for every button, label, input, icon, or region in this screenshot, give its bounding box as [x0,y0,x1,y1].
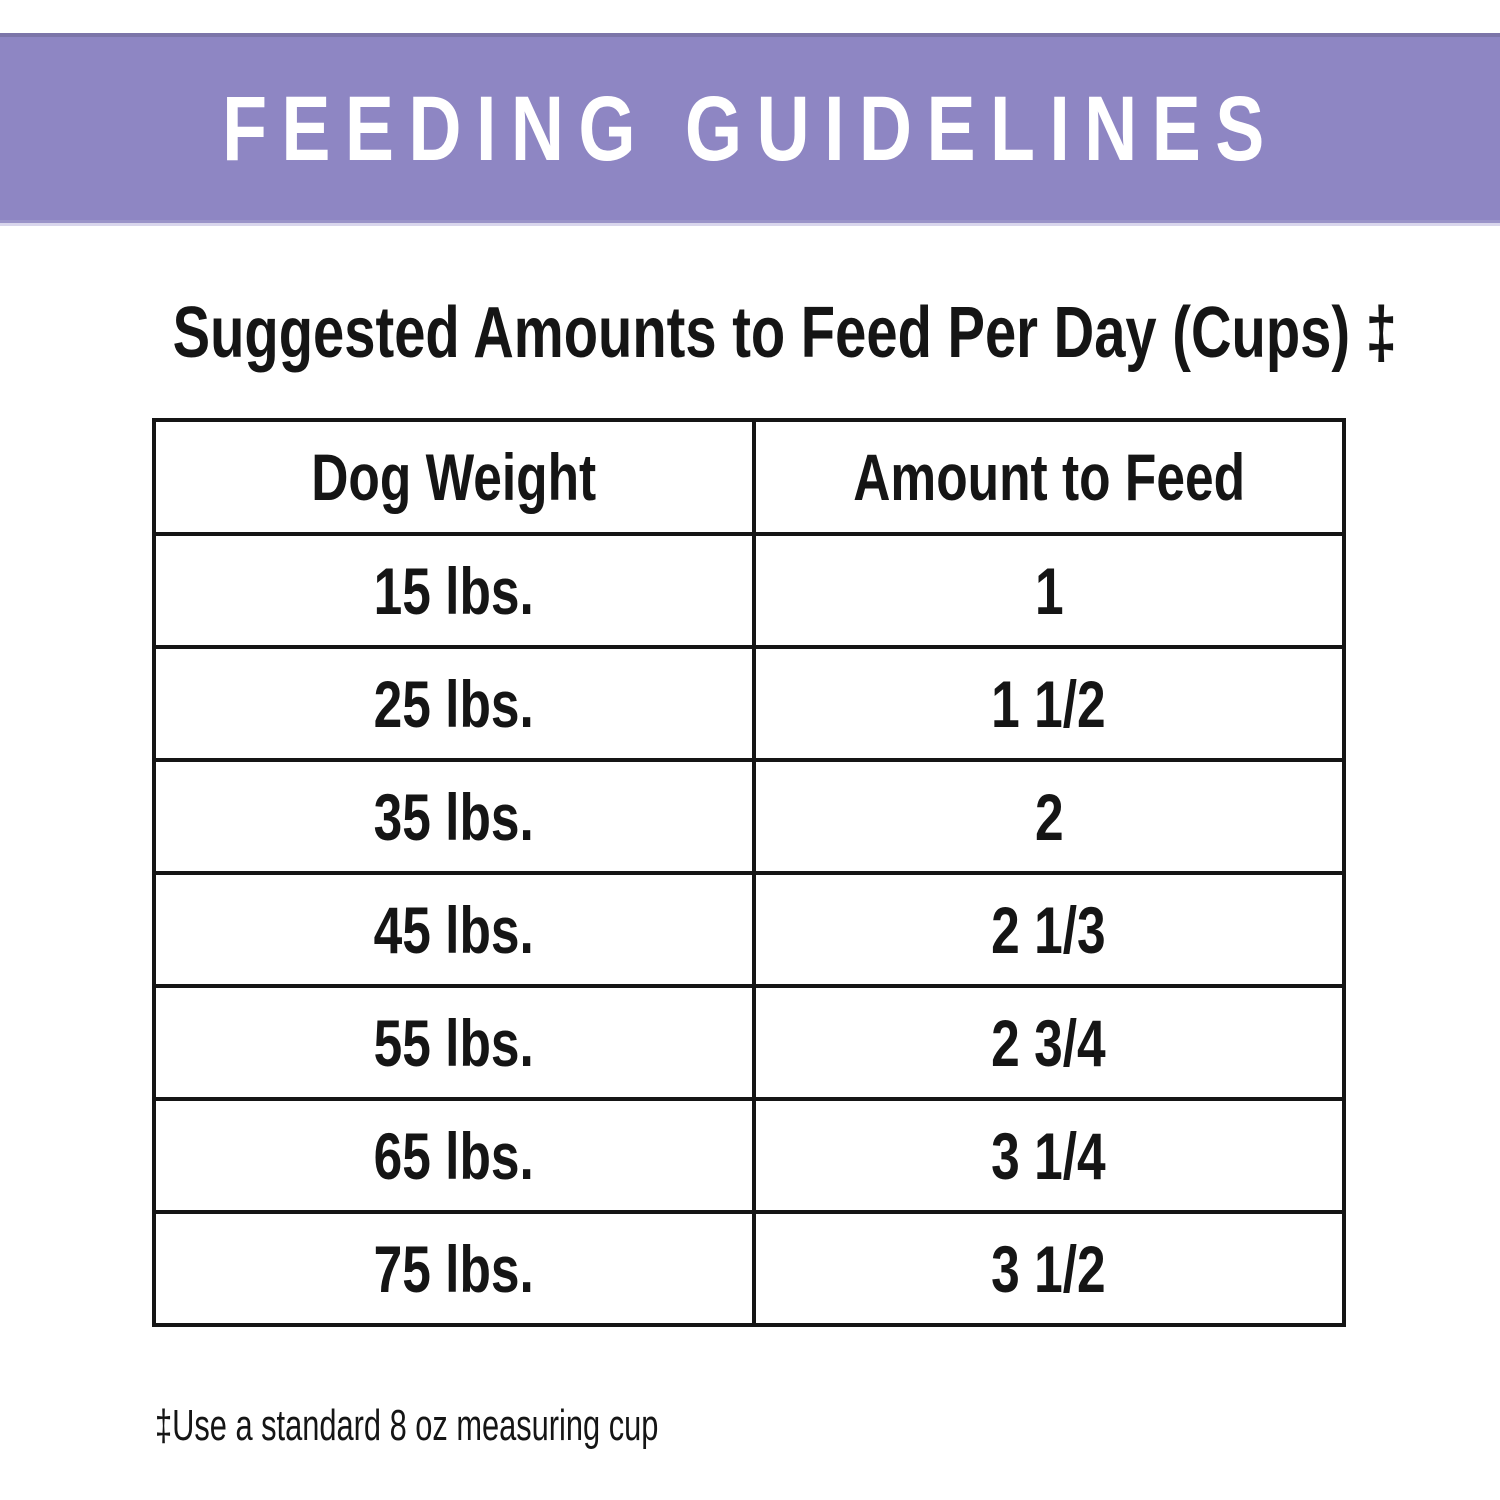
measuring-cup-footnote: ‡Use a standard 8 oz measuring cup [155,1401,659,1450]
cell-dog-weight: 65 lbs. [152,1097,756,1214]
cell-dog-weight: 55 lbs. [152,984,756,1101]
table-row: 25 lbs. 1 1/2 [152,645,1347,762]
table-row: 75 lbs. 3 1/2 [152,1210,1347,1327]
cell-amount-to-feed: 3 1/2 [751,1210,1347,1327]
col-header-amount-to-feed: Amount to Feed [751,418,1347,536]
table-header-row: Dog Weight Amount to Feed [152,418,1347,536]
feeding-table: Dog Weight Amount to Feed 15 lbs. 1 25 l… [152,418,1347,1327]
cell-amount-to-feed: 2 1/3 [751,871,1347,988]
table-row: 15 lbs. 1 [152,532,1347,649]
cell-amount-to-feed: 2 [751,758,1347,875]
table-row: 65 lbs. 3 1/4 [152,1097,1347,1214]
col-header-dog-weight: Dog Weight [152,418,756,536]
header-banner: FEEDING GUIDELINES [0,33,1500,223]
table-row: 35 lbs. 2 [152,758,1347,875]
cell-dog-weight: 15 lbs. [152,532,756,649]
cell-dog-weight: 35 lbs. [152,758,756,875]
cell-amount-to-feed: 1 [751,532,1347,649]
cell-dog-weight: 25 lbs. [152,645,756,762]
page-title-text: Suggested Amounts to Feed Per Day (Cups)… [172,293,1397,373]
cell-amount-to-feed: 1 1/2 [751,645,1347,762]
cell-amount-to-feed: 2 3/4 [751,984,1347,1101]
banner-title: FEEDING GUIDELINES [221,77,1279,180]
cell-dog-weight: 75 lbs. [152,1210,756,1327]
cell-amount-to-feed: 3 1/4 [751,1097,1347,1214]
table-row: 45 lbs. 2 1/3 [152,871,1347,988]
cell-dog-weight: 45 lbs. [152,871,756,988]
page-title: Suggested Amounts to Feed Per Day (Cups)… [0,297,1500,369]
table-row: 55 lbs. 2 3/4 [152,984,1347,1101]
